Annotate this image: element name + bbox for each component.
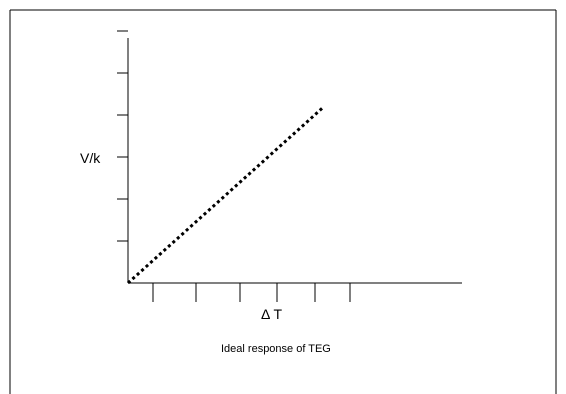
series-line-1 xyxy=(126,105,326,285)
series-layer xyxy=(126,105,326,285)
chart-axes xyxy=(127,38,462,284)
x-axis-label: Δ T xyxy=(261,306,282,322)
y-tick-marks xyxy=(117,30,128,242)
x-tick-marks xyxy=(152,283,351,302)
chart-caption: Ideal response of TEG xyxy=(221,343,331,355)
y-axis-label: V/k xyxy=(80,150,101,166)
figure-frame xyxy=(9,9,557,394)
